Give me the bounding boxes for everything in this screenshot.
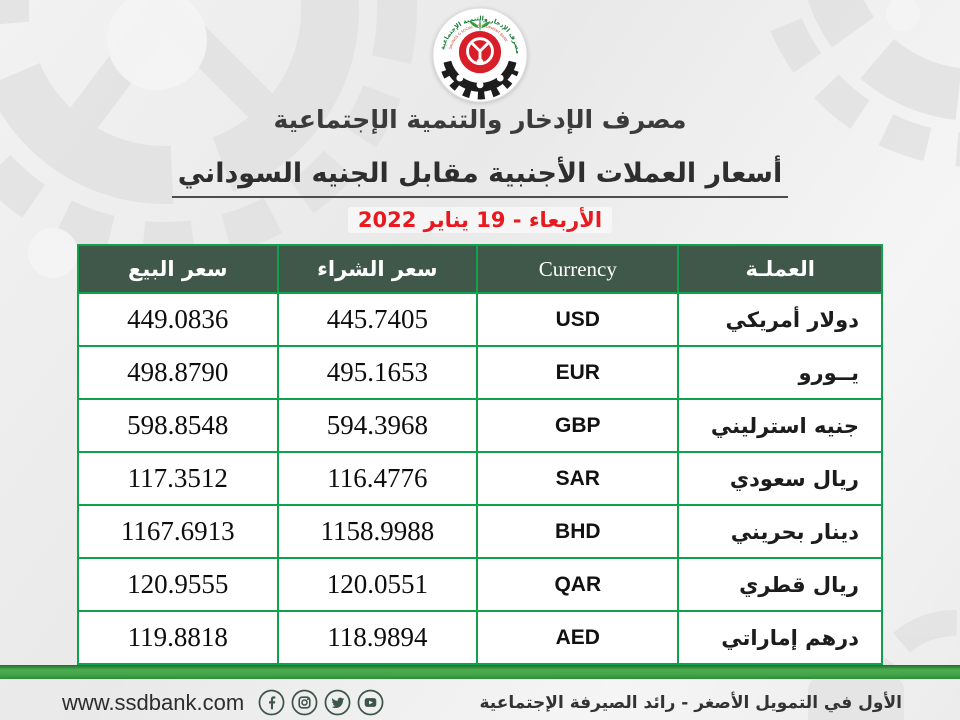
currency-code: QAR	[476, 557, 680, 612]
currency-name: دينار بحريني	[677, 504, 883, 559]
currency-name: جنيه استرليني	[677, 398, 883, 453]
table-row-usd: دولار أمريكي USD 445.7405 449.0836	[77, 292, 883, 347]
footer-tagline: الأول في التمويل الأصغر - رائد الصيرفة ا…	[479, 692, 902, 713]
bank-name: مصرف الإدخار والتنمية الإجتماعية	[273, 105, 687, 134]
sell-rate: 449.0836	[77, 292, 279, 347]
buy-rate: 594.3968	[276, 398, 479, 453]
header-currency-name: العملـة	[677, 244, 883, 294]
sell-rate: 119.8818	[77, 610, 279, 665]
youtube-icon[interactable]	[357, 689, 384, 716]
page-title: أسعار العملات الأجنبية مقابل الجنيه السو…	[171, 158, 789, 198]
currency-name: دولار أمريكي	[677, 292, 883, 347]
currency-code: AED	[476, 610, 680, 665]
facebook-icon[interactable]	[258, 689, 285, 716]
currency-name: ريال سعودي	[677, 451, 883, 506]
website-url[interactable]: www.ssdbank.com	[62, 689, 245, 715]
currency-name: ريال قطري	[677, 557, 883, 612]
currency-code: SAR	[476, 451, 680, 506]
table-row-aed: درهم إماراتي AED 118.9894 119.8818	[77, 610, 883, 665]
footer: www.ssdbank.com	[0, 679, 960, 716]
bank-logo: مصرف الإدخار والتنمية الإجتماعية SAVINGS…	[0, 0, 960, 103]
header-sell-price: سعر البيع	[77, 244, 279, 294]
buy-rate: 118.9894	[276, 610, 479, 665]
logo-emblem	[458, 31, 502, 74]
buy-rate: 445.7405	[276, 292, 479, 347]
currency-code: GBP	[476, 398, 680, 453]
rates-date: الأربعاء - 19 يناير 2022	[347, 207, 613, 233]
sell-rate: 598.8548	[77, 398, 279, 453]
currency-code: USD	[476, 292, 680, 347]
twitter-icon[interactable]	[324, 689, 351, 716]
instagram-icon[interactable]	[291, 689, 318, 716]
currency-name: يــورو	[677, 345, 883, 400]
table-row-sar: ريال سعودي SAR 116.4776 117.3512	[77, 451, 883, 506]
logo-leaves	[469, 18, 491, 32]
table-row-bhd: دينار بحريني BHD 1158.9988 1167.6913	[77, 504, 883, 559]
buy-rate: 116.4776	[276, 451, 479, 506]
table-row-gbp: جنيه استرليني GBP 594.3968 598.8548	[77, 398, 883, 453]
divider-bar	[0, 665, 960, 679]
sell-rate: 498.8790	[77, 345, 279, 400]
logo-gear	[441, 60, 519, 100]
exchange-rates-table: العملـة Currency سعر الشراء سعر البيع دو…	[77, 244, 883, 665]
header-currency-code: Currency	[476, 244, 680, 294]
table-header-row: العملـة Currency سعر الشراء سعر البيع	[77, 244, 883, 294]
sell-rate: 117.3512	[77, 451, 279, 506]
sell-rate: 120.9555	[77, 557, 279, 612]
currency-code: BHD	[476, 504, 680, 559]
table-row-qar: ريال قطري QAR 120.0551 120.9555	[77, 557, 883, 612]
buy-rate: 1158.9988	[276, 504, 479, 559]
social-icons	[258, 689, 384, 716]
sell-rate: 1167.6913	[77, 504, 279, 559]
currency-code: EUR	[476, 345, 680, 400]
table-row-eur: يــورو EUR 495.1653 498.8790	[77, 345, 883, 400]
buy-rate: 120.0551	[276, 557, 479, 612]
currency-name: درهم إماراتي	[677, 610, 883, 665]
header-buy-price: سعر الشراء	[276, 244, 479, 294]
buy-rate: 495.1653	[276, 345, 479, 400]
